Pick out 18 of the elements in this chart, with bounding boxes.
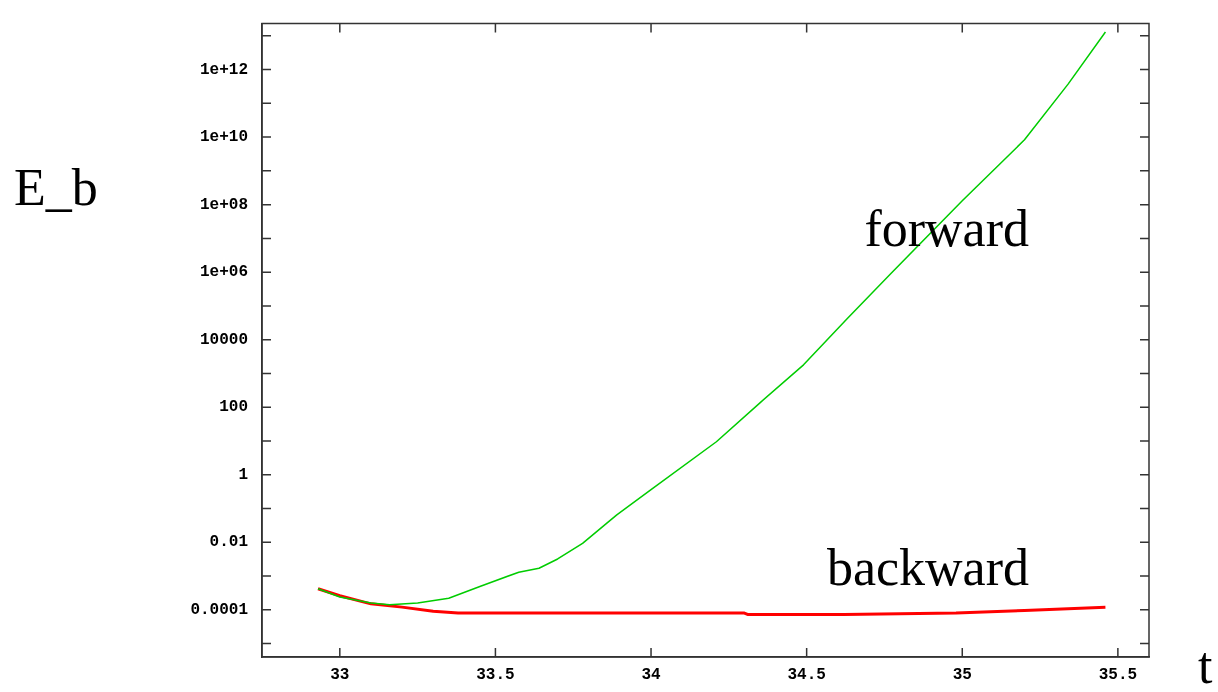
- y-axis-title: E_b: [14, 159, 98, 216]
- y-tick-label: 100: [219, 398, 248, 417]
- y-tick-label: 10000: [199, 330, 248, 349]
- x-tick-label: 33.5: [476, 665, 515, 684]
- x-tick-label: 35.5: [1098, 665, 1138, 684]
- x-tick-label: 33: [330, 665, 350, 684]
- y-tick-label: 0.01: [209, 533, 248, 552]
- x-tick-label: 34: [641, 665, 662, 684]
- y-tick-label: 1e+08: [199, 195, 248, 214]
- x-axis-title: t: [1198, 637, 1213, 692]
- y-tick-label: 1e+10: [199, 128, 248, 147]
- x-tick-label: 35: [952, 665, 972, 684]
- y-tick-label: 1e+12: [199, 60, 248, 79]
- y-tick-label: 0.0001: [190, 600, 248, 619]
- series-label: backward: [826, 539, 1029, 596]
- y-tick-label: 1: [238, 465, 248, 484]
- y-tick-label: 1e+06: [199, 263, 248, 282]
- x-tick-label: 34.5: [787, 665, 826, 684]
